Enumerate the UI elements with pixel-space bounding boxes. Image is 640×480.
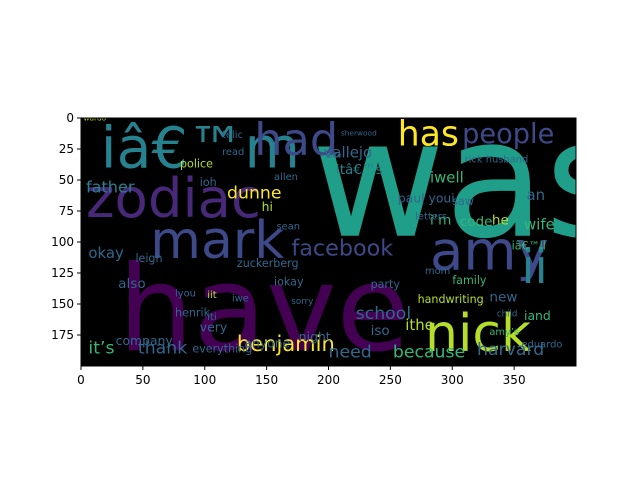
word-10: ii [522,240,548,295]
word-47: handwriting [418,293,484,306]
word-13: harvard [477,340,544,360]
word-66: eduardo [522,339,563,350]
y-tick-label-1: 25 [59,142,74,156]
word-53: iâ€™ll [512,239,546,252]
word-61: allen [274,172,298,183]
word-64: wardo [83,113,106,122]
word-12: benjamin [237,332,335,356]
word-39: zuckerberg [237,257,299,270]
word-62: read [222,147,244,158]
word-58: iwe [232,294,249,305]
word-59: lyou [175,289,196,300]
word-19: father [86,177,135,196]
word-51: saw [452,195,474,208]
word-37: ioh [200,176,217,189]
x-tick-label-2: 100 [193,373,216,387]
y-tick-label-0: 0 [66,111,74,125]
word-57: iti [207,312,216,323]
word-1: have [118,241,409,379]
x-tick-label-6: 300 [441,373,464,387]
plot-background [81,118,576,366]
word-15: school [356,304,411,324]
word-60: sean [277,222,301,233]
word-34: paul youi [398,190,455,205]
x-tick-label-5: 250 [379,373,402,387]
word-32: iso [371,323,390,339]
x-tick-label-7: 350 [503,373,526,387]
word-43: everything [192,342,252,355]
word-18: need [329,342,372,362]
word-8: amy [430,218,549,282]
word-40: iokay [274,275,304,288]
word-56: iit [207,290,216,301]
word-30: he [492,213,509,229]
x-tick-label-3: 150 [255,373,278,387]
word-25: an [527,186,546,204]
word-7: people [462,119,554,150]
word-2: zodiac [86,166,261,230]
word-6: has [398,114,459,154]
word-52: mom [425,266,450,277]
word-16: it’s [88,339,114,359]
word-36: police [180,158,213,171]
y-tick-label-4: 100 [51,235,74,249]
word-17: thank [138,339,187,359]
word-5: had [254,114,338,166]
y-tick-label-2: 50 [59,173,74,187]
word-11: facebook [291,236,393,262]
word-48: party [371,278,401,291]
word-33: new [489,290,517,306]
word-9: nick [425,304,531,364]
word-27: okay [88,244,124,262]
word-21: vallejo [324,144,373,162]
word-49: family [452,274,487,287]
word-3: mark [150,211,284,271]
word-4: iâ€™m [101,116,300,182]
y-tick-label-5: 125 [51,266,74,280]
word-55: letters [415,212,447,223]
x-tick-label-1: 50 [135,373,150,387]
word-68: sherwood [341,128,377,137]
word-38: leigh [135,252,162,265]
word-69: site [329,151,343,160]
word-44: anyone [244,335,290,350]
word-46: night [299,329,331,344]
word-41: henrik [175,306,211,319]
y-tick-label-7: 175 [51,328,74,342]
word-14: because [393,342,465,362]
y-tick-label-6: 150 [51,297,74,311]
word-22: itâ€™s [336,162,383,178]
word-67: child [497,309,518,319]
word-42: company [116,333,173,348]
word-70: sorry [291,297,313,307]
word-31: ithe [405,316,434,334]
word-45: very [200,319,227,334]
word-35: hi [262,199,273,214]
y-tick-label-3: 75 [59,204,74,218]
x-tick-label-0: 0 [77,373,85,387]
word-29: i’m [430,213,451,229]
word-63: telic [222,130,243,141]
word-26: code [460,214,493,230]
word-20: dunne [227,184,281,204]
word-24: wife [524,216,555,234]
word-23: iwell [430,168,464,186]
x-tick-label-4: 200 [317,373,340,387]
word-54: rick husband [465,155,529,166]
word-65: amy’s [489,327,519,338]
word-50: iand [524,308,551,323]
word-28: also [118,276,146,292]
word-0: was [311,84,630,275]
axis-ticks: 0 50 100 150 200 250 300 350 0 25 50 75 100 125 150 175 [51,111,525,387]
